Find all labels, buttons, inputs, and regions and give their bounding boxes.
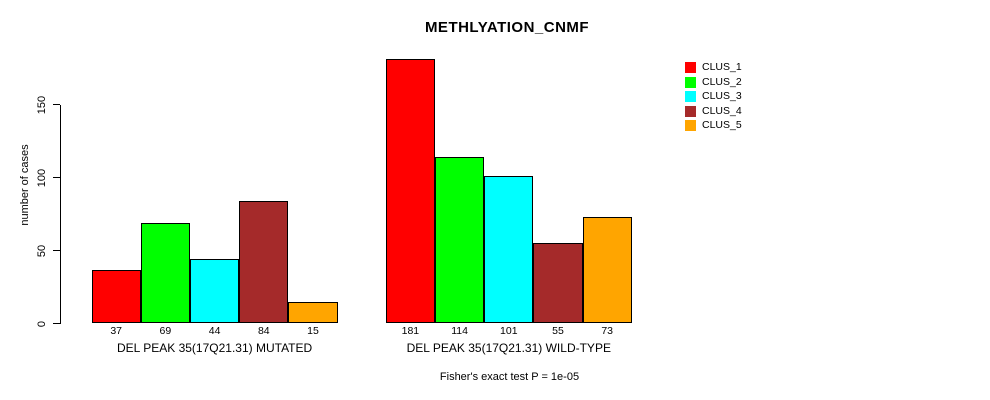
- legend-item: CLUS_1: [685, 62, 742, 73]
- y-axis-line: [59, 104, 61, 325]
- bar: [582, 216, 632, 324]
- legend-color-swatch: [685, 91, 696, 103]
- y-tick-label: 50: [36, 244, 48, 257]
- legend-item: CLUS_2: [685, 75, 742, 88]
- legend-item: CLUS_3: [685, 90, 742, 103]
- legend-item-label: CLUS_3: [702, 90, 742, 103]
- bar-value-label: 37: [110, 325, 123, 337]
- annotation-text: Fisher's exact test P = 1e-05: [439, 371, 580, 383]
- legend-item: CLUS_4: [685, 104, 742, 117]
- legend-color-swatch: [685, 76, 696, 88]
- legend-item-label: CLUS_5: [702, 119, 742, 132]
- legend-color-swatch: [685, 105, 696, 117]
- chart-title: METHLYATION_CNMF: [424, 19, 590, 36]
- x-group-label: DEL PEAK 35(17Q21.31) WILD-TYPE: [406, 341, 611, 355]
- bar: [190, 259, 240, 324]
- bar-value-label: 73: [601, 325, 614, 337]
- bar-value-label: 44: [208, 325, 221, 337]
- bar-value-label: 15: [307, 325, 319, 337]
- bar-value-label: 101: [500, 325, 518, 337]
- y-tick-label: 150: [36, 95, 48, 114]
- legend-item: CLUS_5: [685, 119, 742, 132]
- y-tick-mark: [52, 176, 60, 179]
- bar-value-label: 69: [159, 325, 172, 337]
- bar: [91, 269, 141, 324]
- legend-item-label: CLUS_2: [702, 75, 742, 88]
- legend-color-swatch: [685, 62, 696, 73]
- y-tick-mark: [52, 103, 60, 106]
- legend-item-label: CLUS_4: [702, 104, 742, 117]
- y-tick-label: 100: [36, 168, 48, 187]
- y-tick-mark: [52, 249, 60, 252]
- legend-color-swatch: [685, 120, 696, 132]
- bar: [140, 222, 190, 324]
- y-tick-mark: [52, 322, 60, 325]
- bar: [484, 176, 534, 324]
- bar: [288, 301, 338, 324]
- bar-value-label: 84: [257, 325, 270, 337]
- bar: [239, 200, 289, 324]
- bar: [435, 157, 485, 324]
- x-group-label: DEL PEAK 35(17Q21.31) MUTATED: [117, 341, 313, 355]
- bar-value-label: 114: [451, 325, 468, 337]
- bar: [533, 243, 583, 324]
- bar-value-label: 55: [552, 325, 564, 337]
- legend-item-label: CLUS_1: [702, 61, 742, 73]
- legend: CLUS_1 CLUS_2 CLUS_3 CLUS_4 CLUS_5: [685, 62, 742, 135]
- bar: [385, 59, 435, 324]
- bar-value-label: 181: [401, 325, 420, 337]
- y-tick-label: 0: [36, 320, 48, 327]
